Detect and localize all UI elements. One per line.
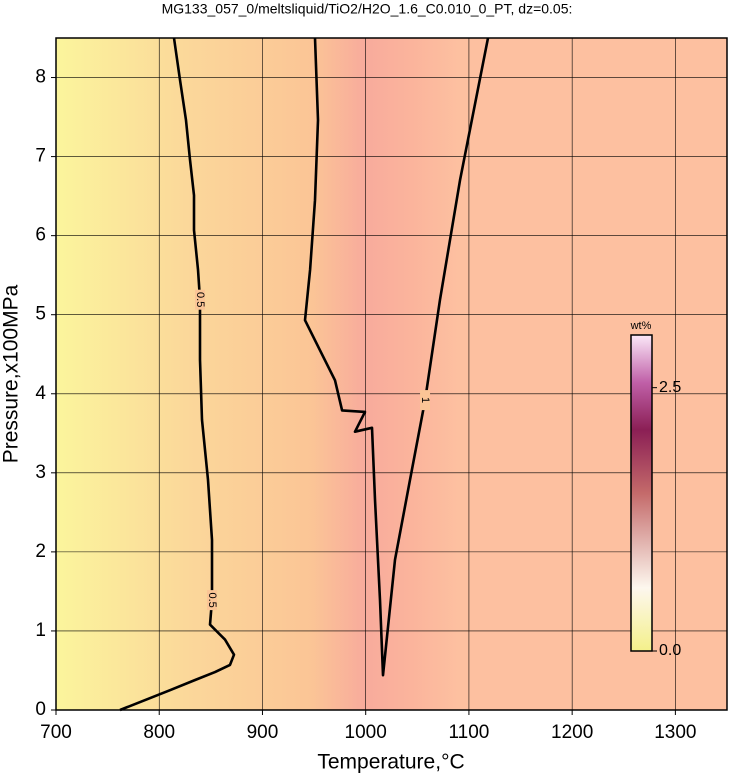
colorbar-tick-label: 0.0 <box>659 642 681 659</box>
x-tick-label: 900 <box>247 722 279 743</box>
contour-label: 1 <box>419 397 431 403</box>
x-tick-label: 1100 <box>448 722 489 743</box>
y-tick-label: 7 <box>35 146 46 167</box>
contour-line <box>119 37 236 712</box>
contour-label-bg <box>420 390 431 411</box>
contour-label-bg <box>195 289 206 310</box>
colorbar-tick-label: 2.5 <box>659 379 681 396</box>
contour-label: 0.5 <box>206 592 218 607</box>
contours: 0.5 0.5 1 <box>119 37 490 712</box>
y-tick-label: 0 <box>35 699 46 720</box>
y-tick-label: 3 <box>35 462 46 483</box>
plot-frame <box>55 37 728 711</box>
colorbar-label: wt% <box>630 320 652 332</box>
x-tick-label: 1300 <box>654 722 696 743</box>
y-tick-label: 8 <box>35 67 46 88</box>
x-tick-label: 800 <box>143 722 175 743</box>
colorbar: wt% 0.0 2.5 <box>630 320 682 659</box>
plot-background <box>56 38 727 710</box>
y-tick-label: 2 <box>35 541 46 562</box>
y-tick-label: 1 <box>35 620 46 641</box>
x-tick-label: 1000 <box>345 722 387 743</box>
colorbar-scale <box>630 334 653 652</box>
contour-label: 0.5 <box>194 292 206 307</box>
x-tick-label: 700 <box>40 722 72 743</box>
contour-line <box>303 37 490 677</box>
contour-label-bg <box>206 590 217 611</box>
y-tick-label: 5 <box>35 304 46 325</box>
y-axis-label: Pressure,x100MPa <box>0 284 23 463</box>
grid <box>55 38 727 711</box>
y-tick-label: 6 <box>35 225 46 246</box>
x-axis-label: Temperature,°C <box>317 751 464 774</box>
chart-title: MG133_057_0/meltsliquid/TiO2/H2O_1.6_C0.… <box>162 1 573 17</box>
x-tick-label: 1200 <box>551 722 593 743</box>
y-tick-label: 4 <box>35 383 46 404</box>
